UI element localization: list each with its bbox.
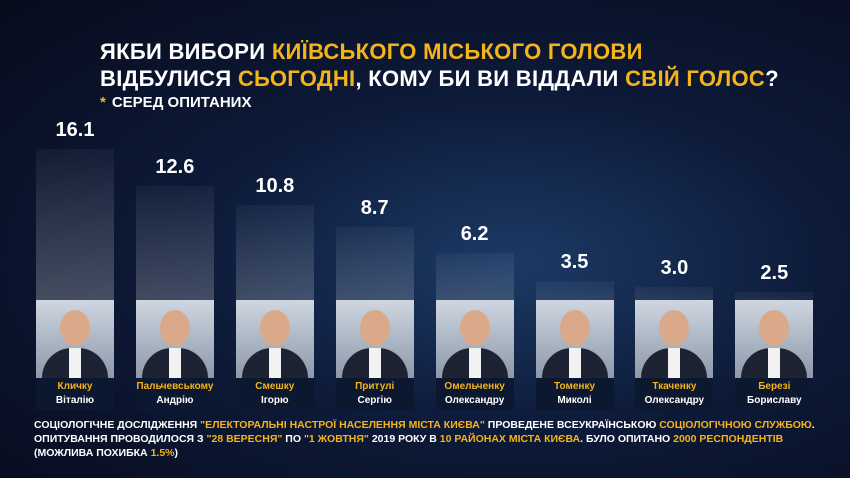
first-name: Віталію bbox=[55, 395, 95, 406]
title-highlight: СЬОГОДНІ bbox=[237, 66, 356, 91]
category-label: Смешку Ігорю bbox=[235, 378, 314, 410]
footer-segment: 2000 РЕСПОНДЕНТІВ bbox=[673, 433, 784, 445]
title-text: ВІДБУЛИСЯ bbox=[100, 66, 238, 91]
first-name: Олександру bbox=[644, 395, 705, 406]
data-label: 6.2 bbox=[460, 222, 489, 245]
surname: Притулі bbox=[355, 381, 395, 392]
candidate-photo bbox=[36, 300, 114, 378]
first-name: Андрію bbox=[156, 395, 194, 406]
surname: Томенку bbox=[553, 381, 596, 392]
subtitle: * СЕРЕД ОПИТАНИХ bbox=[100, 94, 251, 111]
candidate-photo bbox=[635, 300, 714, 378]
data-label: 12.6 bbox=[155, 155, 195, 178]
data-label: 8.7 bbox=[360, 196, 389, 219]
footer-segment: 2019 РОКУ В bbox=[368, 433, 440, 445]
title-text: ? bbox=[765, 66, 779, 91]
surname: Омельченку bbox=[444, 381, 505, 392]
footer-segment: ) bbox=[174, 447, 179, 459]
category-label: Томенку Миколі bbox=[535, 378, 614, 410]
candidate-photo bbox=[435, 300, 514, 378]
surname: Березі bbox=[758, 381, 791, 392]
candidate-photo bbox=[335, 300, 414, 378]
category-label: Притулі Сергію bbox=[335, 378, 414, 410]
footer-segment: "ЕЛЕКТОРАЛЬНІ НАСТРОЇ НАСЕЛЕННЯ МІСТА КИ… bbox=[200, 419, 485, 431]
data-label: 3.5 bbox=[560, 251, 589, 274]
candidate-photo bbox=[135, 300, 214, 378]
title-text: ЯКБИ ВИБОРИ bbox=[100, 39, 272, 64]
footer-segment: . БУЛО ОПИТАНО bbox=[580, 433, 674, 445]
first-name: Олександру bbox=[444, 395, 505, 406]
candidate-photo bbox=[535, 300, 614, 378]
data-label: 16.1 bbox=[55, 118, 95, 141]
footer-segment: ПРОВЕДЕНЕ ВСЕУКРАЇНСЬКОЮ bbox=[484, 419, 660, 431]
footer-segment: (МОЖЛИВА ПОХИБКА bbox=[34, 447, 151, 459]
subtitle-text: СЕРЕД ОПИТАНИХ bbox=[111, 94, 252, 111]
data-label: 10.8 bbox=[255, 174, 295, 197]
category-label: Кличку Віталію bbox=[36, 378, 114, 410]
category-label: Пальчевському Андрію bbox=[135, 378, 214, 410]
surname: Смешку bbox=[255, 381, 295, 392]
footer-segment: "1 ЖОВТНЯ" bbox=[303, 433, 369, 445]
footer-note: СОЦІОЛОГІЧНЕ ДОСЛІДЖЕННЯ "ЕЛЕКТОРАЛЬНІ Н… bbox=[34, 418, 824, 460]
footer-segment: "28 ВЕРЕСНЯ" bbox=[206, 433, 283, 445]
title-highlight: КИЇВСЬКОГО МІСЬКОГО ГОЛОВИ bbox=[271, 39, 643, 64]
footer-segment: 10 РАЙОНАХ МІСТА КИЄВА bbox=[439, 433, 581, 445]
candidate-photo bbox=[735, 300, 814, 378]
data-label: 2.5 bbox=[760, 261, 789, 284]
category-label: Омельченку Олександру bbox=[435, 378, 514, 410]
title-highlight: СВІЙ ГОЛОС bbox=[625, 66, 766, 91]
surname: Пальчевському bbox=[136, 381, 214, 392]
chart-title: ЯКБИ ВИБОРИ КИЇВСЬКОГО МІСЬКОГО ГОЛОВИ В… bbox=[100, 38, 779, 92]
footer-segment: ПО bbox=[282, 433, 304, 445]
title-text: , КОМУ БИ ВИ ВІДДАЛИ bbox=[355, 66, 626, 91]
surname: Кличку bbox=[57, 381, 93, 392]
footer-segment: СОЦІОЛОГІЧНОЮ СЛУЖБОЮ bbox=[659, 419, 812, 431]
data-label: 3.0 bbox=[660, 256, 689, 279]
footer-segment: 1.5% bbox=[150, 447, 175, 459]
category-label: Березі Бориславу bbox=[735, 378, 814, 410]
first-name: Бориславу bbox=[747, 395, 802, 406]
first-name: Ігорю bbox=[261, 395, 289, 406]
footer-segment: . ОПИТУВАННЯ ПРОВОДИЛОСЯ З bbox=[34, 419, 815, 445]
first-name: Миколі bbox=[557, 395, 592, 406]
surname: Ткаченку bbox=[652, 381, 697, 392]
candidate-photo bbox=[235, 300, 314, 378]
asterisk: * bbox=[100, 94, 106, 111]
first-name: Сергію bbox=[357, 395, 392, 406]
footer-segment: СОЦІОЛОГІЧНЕ ДОСЛІДЖЕННЯ bbox=[34, 419, 201, 431]
category-label: Ткаченку Олександру bbox=[635, 378, 714, 410]
